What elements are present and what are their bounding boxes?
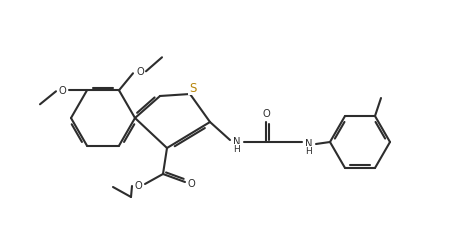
Text: S: S: [189, 81, 197, 94]
Text: N: N: [233, 137, 241, 147]
Text: O: O: [136, 67, 144, 77]
Text: O: O: [262, 109, 270, 119]
Text: O: O: [58, 86, 66, 96]
Text: H: H: [306, 147, 312, 156]
Text: O: O: [187, 179, 195, 189]
Text: N: N: [305, 139, 313, 149]
Text: H: H: [234, 145, 240, 153]
Text: O: O: [134, 181, 142, 191]
